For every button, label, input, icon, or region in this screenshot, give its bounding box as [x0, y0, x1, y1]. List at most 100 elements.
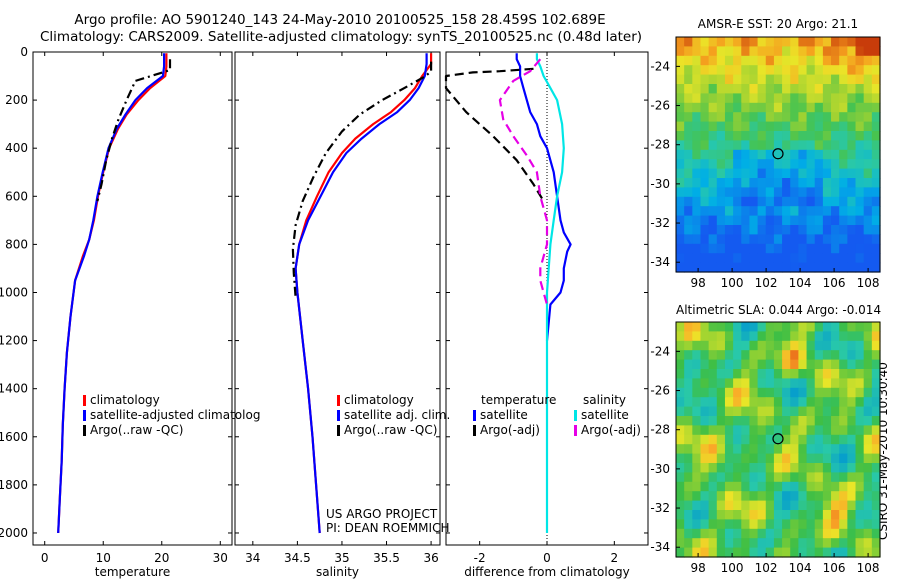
- sst-map-cell: [814, 74, 824, 85]
- figure-title-line2: Climatology: CARS2009. Satellite-adjuste…: [40, 29, 643, 45]
- sst-map-cell: [700, 84, 710, 94]
- sst-map-cell: [757, 74, 767, 85]
- sla-map-cell: [773, 453, 783, 464]
- sst-map-cell: [806, 215, 816, 226]
- sla-map-xtick-label: 108: [857, 561, 880, 575]
- sla-map-cell: [733, 425, 742, 436]
- sla-map-cell: [692, 472, 702, 483]
- sst-map-cell: [733, 178, 742, 188]
- sla-map-cell: [782, 481, 791, 492]
- sst-map-cell: [708, 234, 718, 245]
- temperature-ytick-label: 1400: [0, 382, 28, 396]
- sst-map-cell: [708, 55, 718, 66]
- sst-map-cell: [773, 93, 783, 104]
- sst-map-cell: [871, 243, 881, 254]
- sst-map-cell: [773, 178, 783, 188]
- sst-map-cell: [782, 131, 791, 141]
- sla-map-cell: [765, 500, 775, 511]
- sla-map-cell: [700, 416, 710, 426]
- salinity-legend-item-label: Argo(..raw -QC): [344, 423, 437, 437]
- sst-map-cell: [716, 74, 726, 85]
- sst-map-cell: [798, 178, 808, 188]
- sla-map-cell: [863, 444, 873, 455]
- sla-map-cell: [782, 500, 791, 511]
- sla-map-cell: [741, 322, 751, 332]
- sst-map-cell: [716, 196, 726, 207]
- sla-map-cell: [676, 528, 685, 539]
- salinity-xtick-label: 35: [334, 551, 349, 565]
- sst-map-cell: [814, 196, 824, 207]
- sst-map-cell: [798, 159, 808, 170]
- sst-map-cell: [863, 196, 873, 207]
- sst-map-cell: [676, 65, 685, 76]
- sst-map-cell: [757, 102, 767, 113]
- sst-map-cell: [831, 196, 840, 207]
- sst-map-cell: [773, 234, 783, 245]
- sla-map-cell: [741, 444, 751, 455]
- sla-map-cell: [839, 406, 848, 417]
- sla-map-cell: [863, 425, 873, 436]
- sst-map-cell: [733, 112, 742, 123]
- sla-map-cell: [676, 322, 685, 332]
- sla-map-xtick-label: 106: [823, 561, 846, 575]
- sla-map-cell: [822, 425, 832, 436]
- sla-map-cell: [831, 387, 840, 398]
- sst-map-xtick-label: 98: [690, 276, 705, 290]
- sst-map-cell: [839, 253, 848, 264]
- sla-map-cell: [692, 500, 702, 511]
- sst-map-cell: [733, 37, 742, 47]
- sst-map-cell: [724, 262, 734, 273]
- sst-map-xtick-label: 104: [789, 276, 812, 290]
- sla-map-cell: [700, 387, 710, 398]
- sst-map-cell: [716, 206, 726, 217]
- sst-map-cell: [724, 65, 734, 76]
- sla-map-cell: [773, 359, 783, 370]
- sst-map-cell: [773, 159, 783, 170]
- sst-map-cell: [765, 121, 775, 132]
- sla-map-cell: [773, 369, 783, 379]
- sla-map-cell: [741, 425, 751, 436]
- sst-map-cell: [855, 262, 865, 273]
- sst-map-cell: [692, 112, 702, 123]
- sla-map-cell: [749, 331, 759, 342]
- sla-map-cell: [733, 472, 742, 483]
- sst-map-cell: [716, 102, 726, 113]
- sst-map-cell: [855, 65, 865, 76]
- sst-map-cell: [716, 37, 726, 47]
- sla-map-cell: [782, 378, 791, 389]
- sst-map-cell: [782, 159, 791, 170]
- sla-map-cell: [863, 538, 873, 549]
- sla-map-cell: [782, 472, 791, 483]
- sst-map-cell: [692, 37, 702, 47]
- difference-xtick-label: 2: [611, 551, 619, 565]
- sst-map-cell: [773, 253, 783, 264]
- sst-map-cell: [822, 206, 832, 217]
- sst-map-cell: [831, 215, 840, 226]
- sst-map-cell: [676, 262, 685, 273]
- sla-map-cell: [839, 416, 848, 426]
- sla-map-cell: [798, 416, 808, 426]
- sla-map-cell: [724, 340, 734, 351]
- sla-map-cell: [855, 519, 865, 530]
- sst-map-cell: [806, 168, 816, 179]
- sst-map-cell: [692, 159, 702, 170]
- sst-map-cell: [855, 234, 865, 245]
- sla-map-cell: [757, 481, 767, 492]
- sst-map-cell: [765, 93, 775, 104]
- sst-map-cell: [839, 243, 848, 254]
- sla-map-cell: [708, 416, 718, 426]
- sst-map-cell: [700, 262, 710, 273]
- sla-map-cell: [684, 528, 693, 539]
- sst-map-cell: [839, 234, 848, 245]
- sst-map-cell: [733, 46, 742, 57]
- sst-map-cell: [863, 262, 873, 273]
- sst-map-cell: [855, 253, 865, 264]
- sla-map-cell: [790, 416, 799, 426]
- sst-map-cell: [757, 234, 767, 245]
- sla-map-cell: [847, 500, 857, 511]
- sla-map-cell: [684, 434, 693, 445]
- sla-map-cell: [855, 387, 865, 398]
- sla-map-cell: [692, 322, 702, 332]
- sla-map-cell: [716, 406, 726, 417]
- sst-map-cell: [676, 178, 685, 188]
